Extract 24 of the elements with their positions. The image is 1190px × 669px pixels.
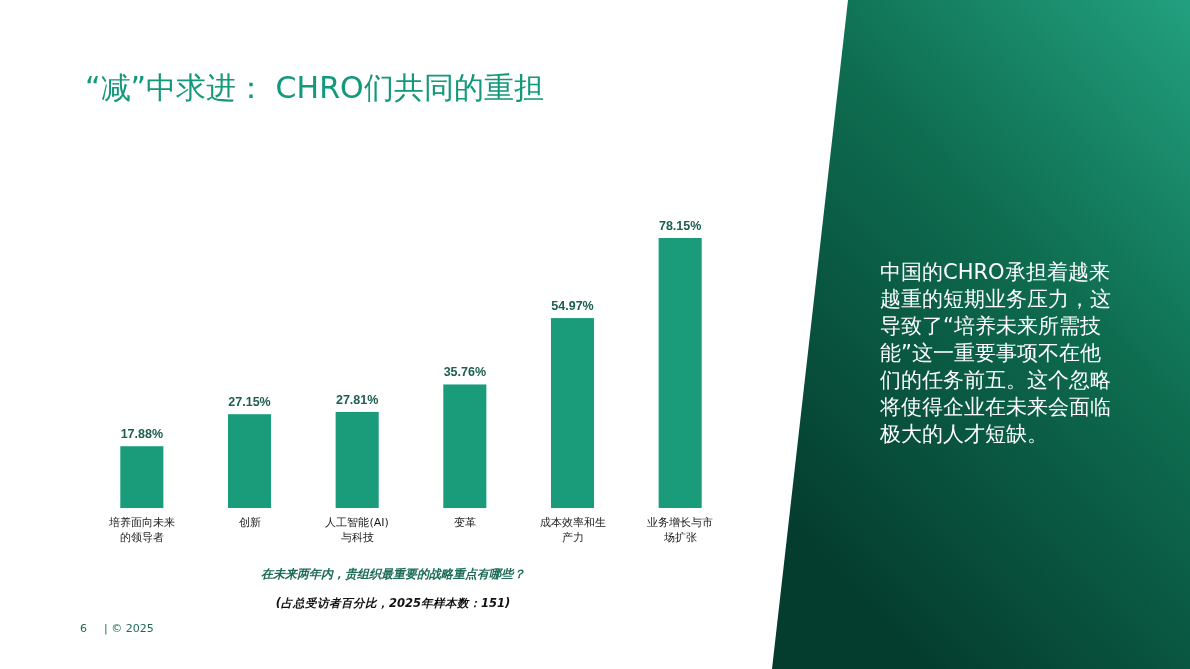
data-label: 27.15% (228, 395, 271, 410)
data-label: 17.88% (120, 427, 164, 442)
bar (550, 318, 595, 508)
text: (占总受访者百分比，2025年样本数：151) (275, 596, 511, 610)
x-tick-label: 成本效率和生产力 (539, 516, 606, 544)
x-tick-label: 人工智能(AI)与科技 (325, 516, 389, 544)
bar (443, 384, 487, 508)
bar (658, 238, 702, 508)
text: 在未来两年内，贵组织最重要的战略重点有哪些？ (261, 567, 525, 581)
chart-title: “减”中求进： CHRO们共同的重担 (85, 70, 544, 105)
data-label: 54.97% (551, 299, 594, 314)
text: | © 2025 (104, 622, 154, 635)
data-label: 27.81% (335, 392, 379, 407)
data-label: 78.15% (658, 219, 702, 233)
x-tick-label: 创新 (238, 516, 261, 529)
bar (335, 411, 379, 508)
bar (120, 446, 164, 508)
x-tick-label: 培养面向未来的领导者 (107, 516, 175, 544)
bar (227, 414, 272, 508)
text: 6 (80, 622, 87, 635)
x-tick-label: 业务增长与市场扩张 (647, 516, 714, 544)
data-label: 35.76% (443, 365, 487, 380)
x-tick-label: 变革 (453, 516, 476, 529)
text: 中国的CHRO承担着越来越重的短期业务压力，这导致了“培养未来所需技能”这一重要事项不在他们的任务前五。这个忽略将使得企业在未来会面临极大的人才短缺。 (880, 259, 1112, 448)
